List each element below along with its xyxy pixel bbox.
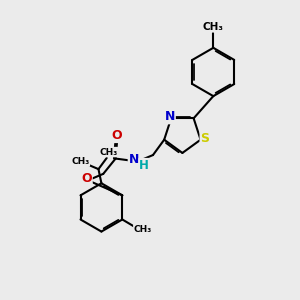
Text: N: N — [129, 153, 139, 166]
Text: CH₃: CH₃ — [134, 225, 152, 234]
Text: H: H — [139, 159, 149, 172]
Text: O: O — [111, 129, 122, 142]
Text: N: N — [164, 110, 175, 123]
Text: S: S — [200, 132, 209, 145]
Text: CH₃: CH₃ — [203, 22, 224, 32]
Text: CH₃: CH₃ — [71, 157, 89, 166]
Text: O: O — [81, 172, 92, 185]
Text: CH₃: CH₃ — [99, 148, 117, 157]
